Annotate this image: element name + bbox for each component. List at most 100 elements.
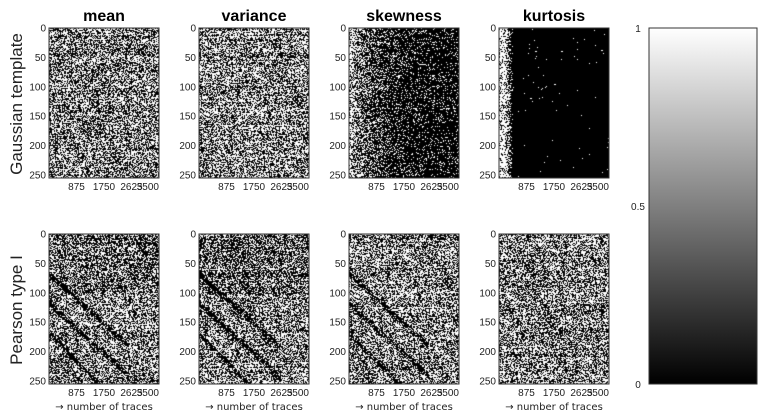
x-tick-label: 1750 bbox=[93, 182, 116, 193]
y-tick-label: 250 bbox=[479, 377, 496, 388]
x-tick-label: 875 bbox=[68, 388, 85, 399]
panel-frame bbox=[48, 27, 160, 179]
panel-frame bbox=[198, 233, 310, 385]
x-tick-label: 3500 bbox=[137, 388, 160, 399]
y-tick-label: 250 bbox=[479, 171, 496, 182]
panel-frame bbox=[198, 27, 310, 179]
x-tick-label: 875 bbox=[368, 388, 385, 399]
x-tick-label: 1750 bbox=[543, 182, 566, 193]
heatmap-1-2 bbox=[349, 234, 459, 384]
y-tick-label: 100 bbox=[29, 288, 46, 299]
col-title-kurtosis: kurtosis bbox=[523, 8, 585, 25]
heatmap-0-2 bbox=[349, 28, 459, 178]
y-tick-label: 50 bbox=[335, 259, 347, 270]
col-title-mean: mean bbox=[83, 8, 125, 25]
x-tick-label: 3500 bbox=[137, 182, 160, 193]
y-tick-label: 200 bbox=[329, 141, 346, 152]
y-tick-label: 100 bbox=[179, 288, 196, 299]
x-tick-label: 3500 bbox=[587, 388, 610, 399]
x-tick-label: 2625 bbox=[270, 388, 293, 399]
y-tick-label: 150 bbox=[29, 112, 46, 123]
x-tick-label: 2625 bbox=[570, 182, 593, 193]
y-tick-label: 50 bbox=[35, 53, 47, 64]
y-tick-label: 200 bbox=[179, 347, 196, 358]
x-axis-label: → number of traces bbox=[205, 402, 303, 413]
panel-frame bbox=[498, 233, 610, 385]
y-tick-label: 0 bbox=[190, 24, 196, 35]
x-axis-label: → number of traces bbox=[505, 402, 603, 413]
y-tick-label: 150 bbox=[329, 112, 346, 123]
y-tick-label: 250 bbox=[179, 377, 196, 388]
y-tick-label: 250 bbox=[29, 171, 46, 182]
heatmap-1-3 bbox=[499, 234, 609, 384]
x-tick-label: 2625 bbox=[420, 388, 443, 399]
y-tick-label: 200 bbox=[179, 141, 196, 152]
col-title-variance: variance bbox=[222, 8, 287, 25]
y-tick-label: 0 bbox=[490, 24, 496, 35]
panel-frame bbox=[48, 233, 160, 385]
y-tick-label: 0 bbox=[340, 230, 346, 241]
x-tick-label: 3500 bbox=[587, 182, 610, 193]
x-tick-label: 1750 bbox=[93, 388, 116, 399]
y-tick-label: 50 bbox=[335, 53, 347, 64]
x-tick-label: 3500 bbox=[437, 182, 460, 193]
y-tick-label: 50 bbox=[185, 53, 197, 64]
colorbar bbox=[648, 27, 758, 385]
y-tick-label: 150 bbox=[179, 318, 196, 329]
x-tick-label: 2625 bbox=[570, 388, 593, 399]
y-tick-label: 100 bbox=[479, 82, 496, 93]
heatmap-1-1 bbox=[199, 234, 309, 384]
x-tick-label: 2625 bbox=[120, 182, 143, 193]
x-tick-label: 1750 bbox=[243, 388, 266, 399]
x-tick-label: 875 bbox=[68, 182, 85, 193]
y-tick-label: 50 bbox=[485, 53, 497, 64]
panel-frame bbox=[348, 233, 460, 385]
y-tick-label: 200 bbox=[479, 141, 496, 152]
y-tick-label: 200 bbox=[29, 347, 46, 358]
x-tick-label: 2625 bbox=[120, 388, 143, 399]
colorbar-tick-max: 1 bbox=[635, 24, 641, 35]
panel-frame bbox=[348, 27, 460, 179]
x-tick-label: 875 bbox=[368, 182, 385, 193]
y-tick-label: 150 bbox=[479, 112, 496, 123]
x-tick-label: 1750 bbox=[393, 182, 416, 193]
y-tick-label: 250 bbox=[29, 377, 46, 388]
x-tick-label: 2625 bbox=[270, 182, 293, 193]
y-tick-label: 100 bbox=[479, 288, 496, 299]
x-tick-label: 3500 bbox=[287, 388, 310, 399]
y-tick-label: 250 bbox=[329, 171, 346, 182]
heatmap-1-0 bbox=[49, 234, 159, 384]
y-tick-label: 250 bbox=[179, 171, 196, 182]
y-tick-label: 50 bbox=[185, 259, 197, 270]
y-tick-label: 150 bbox=[479, 318, 496, 329]
y-tick-label: 0 bbox=[40, 24, 46, 35]
y-tick-label: 100 bbox=[29, 82, 46, 93]
y-tick-label: 200 bbox=[479, 347, 496, 358]
row-label-pearson: Pearson type I bbox=[7, 255, 26, 365]
heatmap-0-0 bbox=[49, 28, 159, 178]
heatmap-0-1 bbox=[199, 28, 309, 178]
x-tick-label: 875 bbox=[218, 182, 235, 193]
x-tick-label: 3500 bbox=[437, 388, 460, 399]
x-tick-label: 1750 bbox=[243, 182, 266, 193]
y-tick-label: 0 bbox=[40, 230, 46, 241]
y-tick-label: 0 bbox=[190, 230, 196, 241]
y-tick-label: 50 bbox=[35, 259, 47, 270]
y-tick-label: 150 bbox=[29, 318, 46, 329]
y-tick-label: 200 bbox=[29, 141, 46, 152]
y-tick-label: 100 bbox=[329, 288, 346, 299]
x-tick-label: 1750 bbox=[543, 388, 566, 399]
row-label-gaussian: Gaussian template bbox=[7, 33, 26, 175]
heatmap-0-3 bbox=[499, 28, 609, 178]
y-tick-label: 100 bbox=[179, 82, 196, 93]
colorbar-tick-mid: 0.5 bbox=[631, 202, 645, 213]
x-tick-label: 1750 bbox=[393, 388, 416, 399]
panel-frame bbox=[498, 27, 610, 179]
x-tick-label: 875 bbox=[218, 388, 235, 399]
x-tick-label: 875 bbox=[518, 182, 535, 193]
x-tick-label: 3500 bbox=[287, 182, 310, 193]
y-tick-label: 250 bbox=[329, 377, 346, 388]
x-tick-label: 2625 bbox=[420, 182, 443, 193]
y-tick-label: 100 bbox=[329, 82, 346, 93]
